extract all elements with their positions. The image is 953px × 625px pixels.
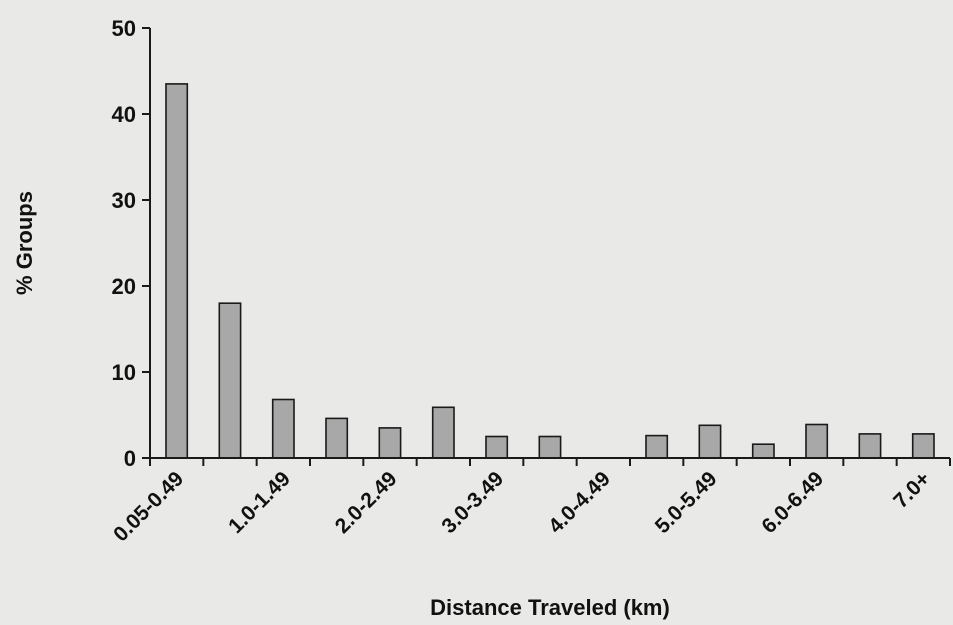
x-tick-label-2.0-2.49: 2.0-2.49 [331,467,402,538]
bar-5.0-5.49 [698,424,722,459]
x-tick-label-4.0-4.49: 4.0-4.49 [544,467,615,538]
bar-0.5-0.99 [218,302,242,459]
bar-3.0-3.49 [485,435,509,459]
x-tick-label-7.0+: 7.0+ [889,467,935,513]
x-tick-label-6.0-6.49: 6.0-6.49 [757,467,828,538]
x-axis-title: Distance Traveled (km) [430,595,670,620]
x-tick-label-5.0-5.49: 5.0-5.49 [651,467,722,538]
bar-5.5-5.99 [751,443,775,459]
x-tick-label-3.0-3.49: 3.0-3.49 [437,467,508,538]
bar-0.05-0.49 [165,83,189,459]
y-tick-label-30: 30 [112,188,136,213]
axes-group [142,27,951,466]
bar-6.0-6.49 [805,423,829,459]
x-tick-label-0.05-0.49: 0.05-0.49 [109,467,188,546]
y-tick-label-20: 20 [112,274,136,299]
bars-group [165,83,935,459]
y-tick-label-50: 50 [112,16,136,41]
y-tick-label-40: 40 [112,102,136,127]
y-tick-label-10: 10 [112,360,136,385]
bar-1.0-1.49 [271,398,295,459]
bar-2.5-2.99 [431,406,455,459]
y-axis-title: % Groups [12,191,37,295]
bar-1.5-1.99 [325,417,349,459]
bar-7.0+ [911,433,935,459]
bar-4.5-4.99 [645,434,669,459]
bar-6.5-6.99 [858,433,882,459]
x-tick-label-1.0-1.49: 1.0-1.49 [224,467,295,538]
y-tick-label-0: 0 [124,446,136,471]
bar-3.5-3.99 [538,435,562,459]
bar-2.0-2.49 [378,427,402,459]
